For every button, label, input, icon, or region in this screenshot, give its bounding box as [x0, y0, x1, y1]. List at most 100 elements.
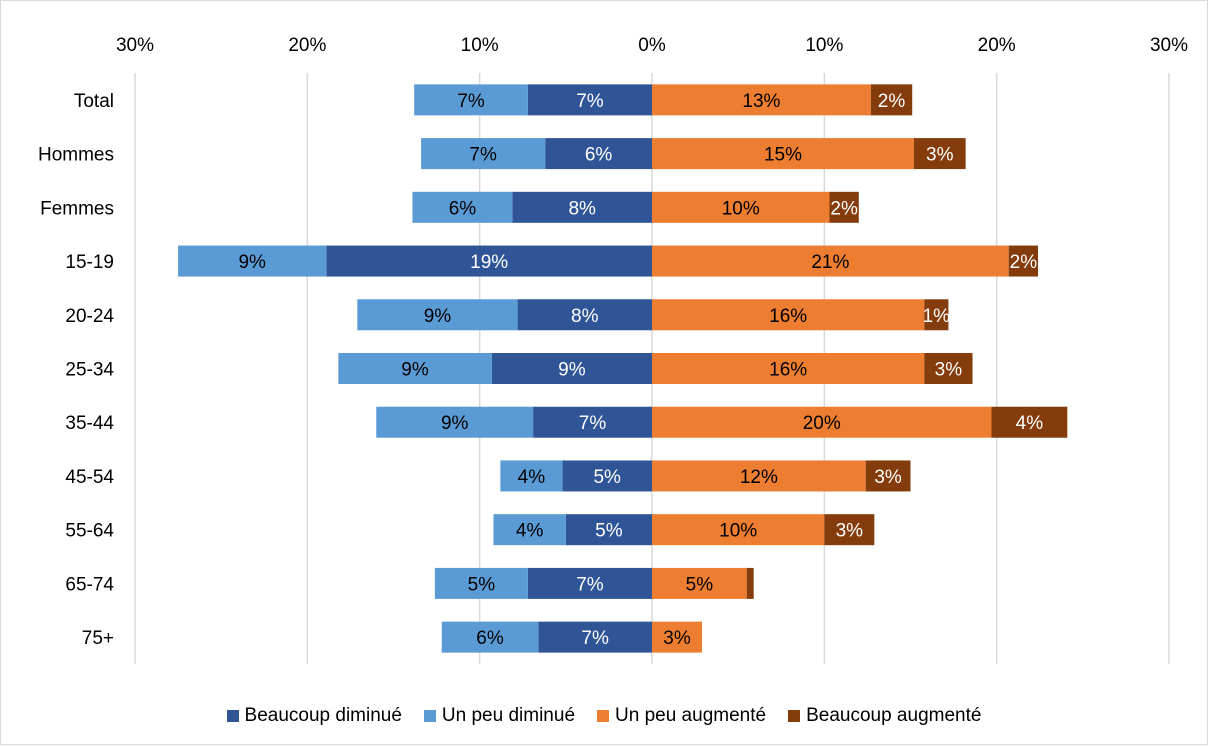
data-label: 13%: [742, 91, 780, 112]
data-label: 8%: [571, 306, 599, 327]
bar-un-peu-augment-: [652, 621, 702, 653]
data-label: 6%: [476, 628, 504, 649]
legend-label: Un peu augmenté: [615, 705, 767, 726]
data-label: 5%: [595, 521, 623, 542]
category-label: 15-19: [65, 252, 114, 273]
data-label: 9%: [401, 360, 429, 381]
data-label: 9%: [441, 413, 469, 434]
category-label: 75+: [82, 628, 114, 649]
bar-un-peu-diminu-: [500, 460, 563, 492]
x-tick-label: 30%: [116, 35, 154, 56]
data-label: 3%: [874, 467, 902, 488]
bar-beaucoup-diminu-: [326, 245, 652, 277]
bar-beaucoup-diminu-: [512, 191, 652, 223]
bar-un-peu-augment-: [652, 353, 925, 384]
bar-un-peu-augment-: [652, 406, 992, 438]
x-tick-labels: 30% 20% 10% 0% 10% 20% 30%: [116, 35, 1188, 56]
bar-un-peu-diminu-: [441, 621, 539, 653]
bar-beaucoup-diminu-: [533, 406, 652, 438]
category-label: Femmes: [40, 198, 114, 219]
bar-beaucoup-augment-: [829, 191, 859, 223]
bar-un-peu-augment-: [652, 299, 925, 331]
data-label: 5%: [593, 467, 621, 488]
bar-beaucoup-augment-: [746, 567, 754, 599]
bar-beaucoup-augment-: [870, 84, 913, 116]
legend-label: Beaucoup augmenté: [806, 705, 982, 726]
data-label: 9%: [424, 306, 452, 327]
x-tick-label: 20%: [978, 35, 1016, 56]
bar-un-peu-augment-: [652, 460, 866, 492]
data-label: 1%: [923, 306, 951, 327]
data-label: 3%: [836, 521, 864, 542]
bar-beaucoup-diminu-: [565, 514, 652, 546]
bar-beaucoup-augment-: [924, 299, 949, 331]
bar-un-peu-augment-: [652, 138, 914, 170]
legend-label: Un peu diminué: [441, 705, 576, 726]
bar-beaucoup-augment-: [924, 353, 973, 384]
bar-beaucoup-augment-: [824, 514, 875, 546]
bar-un-peu-augment-: [652, 567, 747, 599]
bar-beaucoup-diminu-: [491, 353, 652, 384]
data-label: 6%: [449, 198, 477, 219]
legend-label: Beaucoup diminué: [244, 705, 402, 726]
data-label: 7%: [457, 91, 485, 112]
bar-un-peu-diminu-: [357, 299, 518, 331]
bar-un-peu-augment-: [652, 514, 825, 546]
bar-un-peu-diminu-: [493, 514, 566, 546]
bar-beaucoup-diminu-: [545, 138, 652, 170]
legend-swatch: [423, 710, 436, 722]
data-label: 3%: [935, 360, 963, 381]
legend-swatch: [788, 710, 801, 722]
category-label: 65-74: [65, 574, 114, 595]
bar-beaucoup-augment-: [1008, 245, 1039, 277]
category-label: 55-64: [65, 521, 114, 542]
bar-un-peu-augment-: [652, 191, 830, 223]
x-tick-label: 20%: [288, 35, 326, 56]
category-label: 20-24: [65, 306, 114, 327]
bar-beaucoup-augment-: [865, 460, 911, 492]
data-label: 16%: [769, 360, 807, 381]
bar-un-peu-diminu-: [338, 353, 492, 384]
legend-item: Beaucoup augmenté: [788, 705, 981, 727]
data-label: 21%: [811, 252, 849, 273]
bar-un-peu-diminu-: [376, 406, 534, 438]
data-label: 7%: [469, 145, 497, 166]
bar-beaucoup-diminu-: [562, 460, 652, 492]
data-label: 4%: [516, 521, 544, 542]
data-label: 7%: [581, 628, 609, 649]
data-label: 16%: [769, 306, 807, 327]
x-tick-label: 30%: [1150, 35, 1188, 56]
bar-un-peu-diminu-: [434, 567, 528, 599]
bar-beaucoup-diminu-: [538, 621, 652, 653]
bar-beaucoup-augment-: [991, 406, 1068, 438]
data-label: 2%: [878, 91, 906, 112]
data-label: 15%: [764, 145, 802, 166]
bar-beaucoup-diminu-: [517, 299, 652, 331]
bar-un-peu-diminu-: [412, 191, 513, 223]
data-label: 7%: [576, 91, 604, 112]
data-label: 8%: [568, 198, 596, 219]
category-label: 45-54: [65, 467, 114, 488]
data-label: 3%: [926, 145, 954, 166]
bar-un-peu-augment-: [652, 245, 1009, 277]
legend-swatch: [597, 710, 610, 722]
category-label: 35-44: [65, 413, 114, 434]
data-label: 12%: [740, 467, 778, 488]
data-label: 2%: [1010, 252, 1038, 273]
data-label: 9%: [238, 252, 266, 273]
bar-beaucoup-diminu-: [527, 567, 652, 599]
data-label: 10%: [722, 198, 760, 219]
data-label: 9%: [558, 360, 586, 381]
bar-un-peu-diminu-: [178, 245, 327, 277]
legend-item: Beaucoup diminué: [226, 705, 402, 727]
data-label: 7%: [579, 413, 607, 434]
legend-item: Un peu diminué: [423, 705, 576, 727]
data-label: 4%: [1016, 413, 1044, 434]
legend-swatch: [226, 710, 239, 722]
legend: Beaucoup diminué Un peu diminué Un peu aug…: [1, 705, 1207, 727]
data-label: 7%: [576, 574, 604, 595]
data-label: 4%: [518, 467, 546, 488]
data-labels: 7% 7% 13% 2% 6% 7% 15% 3% 8% 6% 10% 2% 19% 9% 21% 2% 8% 9…: [238, 91, 1043, 649]
